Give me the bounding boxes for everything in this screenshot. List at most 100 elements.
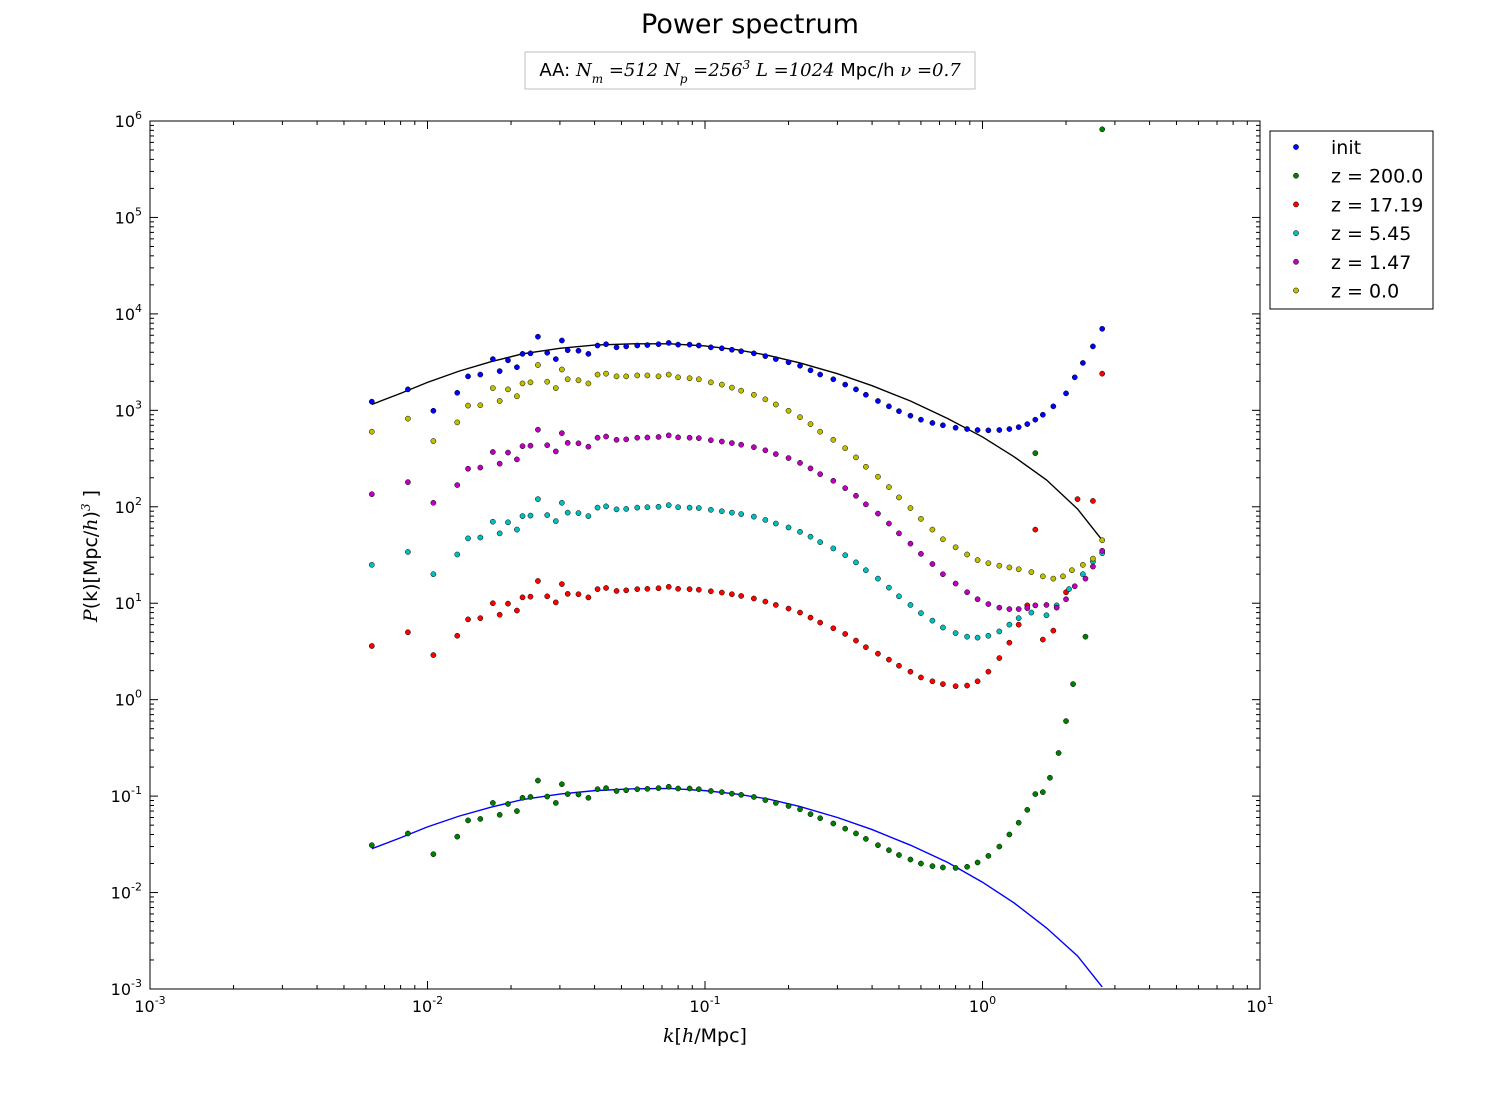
data-point xyxy=(842,445,849,452)
plot-frame xyxy=(149,120,1261,990)
data-point xyxy=(594,786,601,793)
data-point xyxy=(603,785,609,791)
data-point xyxy=(405,549,411,555)
data-point xyxy=(751,513,757,520)
data-point xyxy=(1099,126,1106,133)
data-point xyxy=(655,373,662,380)
data-point xyxy=(519,443,526,450)
data-point xyxy=(564,791,571,797)
data-point xyxy=(996,427,1003,433)
data-point xyxy=(772,602,779,608)
data-point xyxy=(940,571,946,578)
data-point xyxy=(1028,569,1035,576)
data-point xyxy=(830,436,837,443)
legend-marker xyxy=(1293,287,1299,294)
data-point xyxy=(863,567,869,574)
data-point xyxy=(465,402,471,409)
data-point xyxy=(430,438,437,444)
data-point xyxy=(535,578,541,584)
data-point xyxy=(465,616,471,623)
data-point xyxy=(996,562,1003,569)
data-point xyxy=(613,506,620,513)
data-point xyxy=(454,419,461,426)
data-point xyxy=(863,463,869,470)
data-point xyxy=(817,539,824,545)
data-point xyxy=(430,571,437,578)
data-point xyxy=(519,380,526,387)
data-point xyxy=(514,393,520,400)
data-point xyxy=(1028,609,1035,616)
data-point xyxy=(1063,596,1069,603)
data-point xyxy=(842,552,849,559)
data-point xyxy=(465,535,471,542)
data-point xyxy=(996,843,1003,850)
data-point xyxy=(708,379,714,386)
data-point xyxy=(490,449,496,455)
series-z-1-47 xyxy=(368,426,1106,612)
data-point xyxy=(1032,791,1039,797)
data-point xyxy=(368,842,375,849)
data-point xyxy=(940,864,946,871)
data-point xyxy=(665,502,672,508)
legend-box xyxy=(1269,130,1434,310)
info-text: AA: Nm =512 Np =2563 L =1024 Mpc/h ν =0.… xyxy=(539,58,961,86)
data-point xyxy=(665,783,672,790)
data-point xyxy=(762,797,769,803)
data-point xyxy=(496,460,503,467)
data-point xyxy=(1015,819,1022,826)
data-point xyxy=(552,448,559,455)
data-point xyxy=(575,791,582,798)
legend-marker xyxy=(1293,258,1299,265)
data-point xyxy=(552,385,559,391)
data-point xyxy=(1006,564,1013,571)
data-point xyxy=(564,509,571,516)
info-prefix: AA: xyxy=(539,60,570,81)
data-point xyxy=(634,504,641,511)
data-point xyxy=(655,341,662,348)
data-point xyxy=(817,471,824,477)
data-point xyxy=(695,342,702,349)
data-point xyxy=(886,584,892,591)
data-point xyxy=(1074,496,1081,502)
data-point xyxy=(564,440,571,446)
data-point xyxy=(675,434,681,441)
y-tick-label: 105 xyxy=(115,205,142,227)
data-point xyxy=(807,367,814,374)
legend-label: z = 5.45 xyxy=(1331,223,1411,245)
data-point xyxy=(535,362,541,368)
data-point xyxy=(505,801,511,807)
data-point xyxy=(535,333,541,340)
data-point xyxy=(613,788,620,794)
data-point xyxy=(477,816,484,822)
data-point xyxy=(729,384,735,391)
theory-line-2 xyxy=(371,787,1103,988)
data-point xyxy=(496,398,503,404)
data-point xyxy=(644,785,651,792)
data-point xyxy=(695,376,702,383)
data-point xyxy=(695,586,702,593)
data-point xyxy=(907,602,914,608)
data-point xyxy=(918,551,924,557)
data-point xyxy=(623,506,630,512)
data-point xyxy=(772,356,779,362)
data-point xyxy=(644,372,651,379)
data-point xyxy=(559,430,565,436)
data-point xyxy=(514,456,520,463)
data-point xyxy=(875,398,881,404)
data-point xyxy=(1090,343,1096,350)
data-point xyxy=(797,414,803,420)
data-point xyxy=(454,833,461,840)
data-point xyxy=(807,421,814,427)
data-point xyxy=(886,520,892,527)
data-point xyxy=(907,856,914,863)
data-point xyxy=(807,811,814,818)
data-point xyxy=(496,368,503,374)
data-point xyxy=(1050,575,1057,582)
data-point xyxy=(952,683,959,690)
data-point xyxy=(718,438,725,445)
data-point xyxy=(1060,573,1066,580)
data-point xyxy=(1070,681,1076,687)
data-point xyxy=(430,407,437,414)
data-point xyxy=(886,656,892,663)
theory-lines xyxy=(371,343,1103,988)
